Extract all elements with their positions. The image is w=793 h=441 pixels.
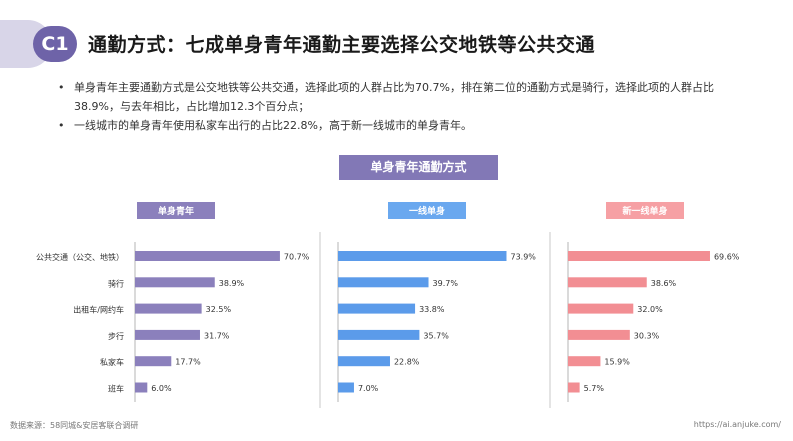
page-title: 通勤方式：七成单身青年通勤主要选择公交地铁等公共交通 [88, 34, 596, 56]
bar [568, 382, 580, 393]
series-label: 单身青年 [158, 205, 194, 217]
bullet-item: 单身青年主要通勤方式是公交地铁等公共交通，选择此项的人群占比为70.7%，排在第… [58, 78, 758, 116]
series-label-box [606, 202, 684, 219]
bar [338, 356, 390, 367]
category-label: 私家车 [100, 357, 124, 367]
bar [135, 251, 280, 261]
series-label: 一线单身 [409, 205, 445, 217]
data-label: 69.6% [714, 253, 740, 262]
section-badge: C1 [33, 26, 77, 62]
bar [568, 277, 647, 288]
bar [135, 356, 172, 367]
chart-title: 单身青年通勤方式 [339, 155, 498, 180]
series-label: 新一线单身 [622, 205, 667, 217]
category-label: 骑行 [108, 278, 124, 288]
summary-bullets: 单身青年主要通勤方式是公交地铁等公共交通，选择此项的人群占比为70.7%，排在第… [58, 78, 758, 135]
data-label: 7.0% [358, 384, 379, 393]
category-label: 班车 [108, 384, 124, 394]
bar [338, 251, 507, 261]
data-label: 39.7% [433, 279, 459, 288]
bar [568, 356, 601, 367]
data-label: 30.3% [634, 331, 660, 340]
data-label: 35.7% [423, 331, 449, 340]
data-label: 73.9% [510, 253, 536, 262]
footer-url: https://ai.anjuke.com/ [693, 420, 781, 429]
data-label: 5.7% [584, 384, 605, 393]
data-label: 38.6% [651, 279, 677, 288]
data-label: 15.9% [604, 358, 630, 367]
bar [135, 277, 215, 288]
bar [135, 329, 200, 340]
bar [568, 303, 634, 314]
bar [338, 277, 429, 288]
bar [568, 329, 630, 340]
data-label: 22.8% [394, 358, 420, 367]
bar [338, 382, 354, 393]
data-source: 数据来源：58同城&安居客联合调研 [10, 421, 139, 430]
series-label-box [137, 202, 215, 219]
data-label: 31.7% [204, 331, 230, 340]
category-label: 出租车/网约车 [73, 305, 124, 315]
data-label: 17.7% [175, 358, 201, 367]
category-label: 公共交通（公交、地铁） [36, 252, 124, 262]
data-label: 32.0% [637, 305, 663, 314]
bar [135, 382, 148, 393]
bar [568, 251, 710, 261]
data-label: 32.5% [206, 305, 232, 314]
category-label: 步行 [108, 331, 124, 341]
series-label-box [388, 202, 466, 219]
bar [135, 303, 202, 314]
data-label: 38.9% [219, 279, 245, 288]
bar [338, 329, 420, 340]
data-label: 6.0% [151, 384, 172, 393]
bullet-item: 一线城市的单身青年使用私家车出行的占比22.8%，高于新一线城市的单身青年。 [58, 116, 758, 135]
data-label: 33.8% [419, 305, 445, 314]
data-label: 70.7% [284, 253, 310, 262]
bar [338, 303, 416, 314]
